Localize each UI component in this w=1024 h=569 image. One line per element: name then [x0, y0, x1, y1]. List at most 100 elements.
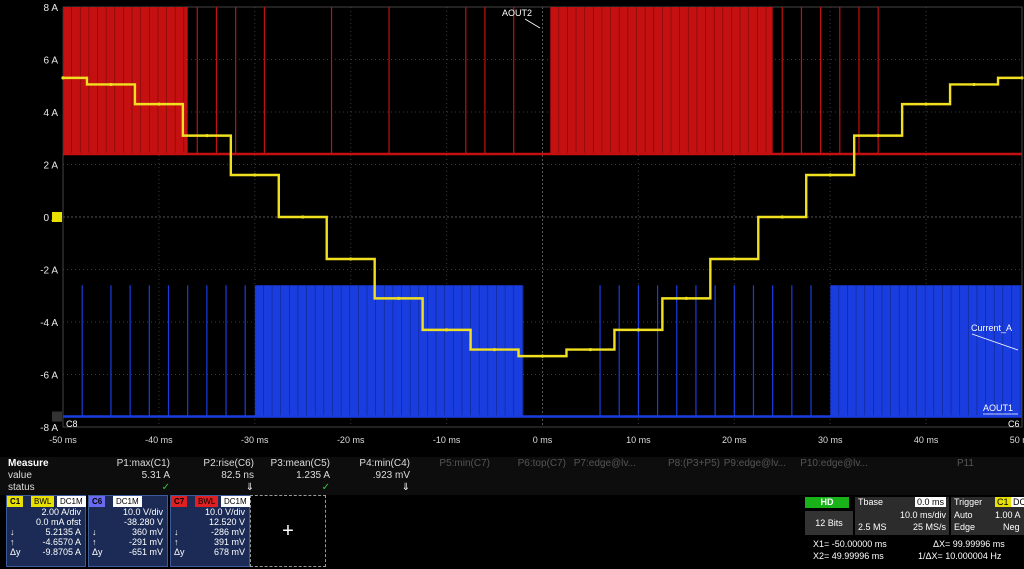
- x-tick-label: 40 ms: [914, 435, 939, 445]
- channel-readout: 10.0 V/div: [89, 507, 167, 517]
- series-aout2: [62, 7, 1022, 156]
- add-trace-button[interactable]: +: [250, 495, 326, 567]
- y-tick-label: -6 A: [40, 371, 58, 382]
- c8-label: C8: [66, 419, 78, 429]
- channel-tag: DC1M: [57, 496, 86, 507]
- channel-readout: Δy 678 mV: [171, 547, 249, 557]
- x-tick-label: -10 ms: [433, 435, 461, 445]
- param-name-p2[interactable]: P2:rise(C6): [203, 458, 254, 469]
- c6-label: C6: [1008, 419, 1020, 429]
- cursor-inverse-delta-x: 1/ΔX= 10.000004 Hz: [918, 551, 1002, 561]
- channel-header[interactable]: C7 BWL DC1M: [171, 496, 250, 507]
- current-a-point: [876, 134, 880, 138]
- param-status-p3: ✓: [321, 482, 330, 493]
- readout-value: 360 mV: [131, 527, 163, 537]
- current-a-point: [1020, 76, 1024, 80]
- pwm-burst: [550, 7, 773, 154]
- channel-tag: BWL: [195, 496, 219, 507]
- x-tick-label: 20 ms: [722, 435, 747, 445]
- current-a-point: [588, 347, 593, 352]
- x-tick-label: 0 ms: [533, 435, 553, 445]
- param-name-p3[interactable]: P3:mean(C5): [270, 458, 330, 469]
- current-a-point: [492, 347, 497, 352]
- timebase-trigger-panel[interactable]: HD 12 Bits Tbase 0.0 ms 10.0 ms/div 2.5 …: [805, 495, 1024, 569]
- channel-header[interactable]: C6 DC1M: [89, 496, 167, 507]
- value-row-label: value: [8, 470, 32, 481]
- readout-symbol: ↑: [92, 537, 97, 547]
- current-a-point: [205, 134, 209, 138]
- param-name-p8[interactable]: P8:(P3+P5): [668, 458, 720, 469]
- trigger-label: Trigger: [954, 497, 983, 507]
- param-name-p5[interactable]: P5:min(C7): [439, 458, 490, 469]
- readout-value: -286 mV: [210, 527, 245, 537]
- param-name-p10[interactable]: P10:edge@lv...: [800, 458, 868, 469]
- c1-offset-marker[interactable]: [52, 212, 62, 222]
- trigger-type: Edge: [954, 522, 976, 532]
- y-tick-label: 4 A: [44, 108, 59, 119]
- y-tick-label: -4 A: [40, 318, 58, 329]
- measure-table[interactable]: Measure P1:max(C1) P2:rise(C6) P3:mean(C5)…: [0, 457, 1024, 495]
- readout-value: -291 mV: [128, 537, 163, 547]
- current-a-point: [349, 257, 353, 261]
- hd-badge: HD: [805, 497, 849, 508]
- readout-value: 12.520 V: [208, 517, 245, 527]
- param-name-p4[interactable]: P4:min(C4): [359, 458, 410, 469]
- current-a-point: [253, 173, 257, 177]
- current-a-point: [924, 102, 928, 106]
- aout1-label: AOUT1: [983, 403, 1013, 413]
- bits-readout: 12 Bits: [805, 511, 853, 535]
- x-tick-label: 30 ms: [818, 435, 843, 445]
- param-name-p11[interactable]: P11: [956, 458, 974, 469]
- channel-tag: DC1M: [221, 496, 250, 507]
- x-tick-label: -30 ms: [241, 435, 269, 445]
- current-a-point: [540, 354, 545, 358]
- measure-header-row: Measure P1:max(C1) P2:rise(C6) P3:mean(C5)…: [0, 458, 1024, 469]
- param-status-p4: ⇓: [401, 482, 410, 493]
- channel-tag: BWL: [31, 496, 55, 507]
- readout-symbol: ↓: [174, 527, 179, 537]
- timebase-box[interactable]: Tbase 0.0 ms 10.0 ms/div 2.5 MS 25 MS/s: [855, 497, 949, 535]
- pwm-burst: [830, 285, 1022, 417]
- channel-readout: 10.0 V/div: [171, 507, 249, 517]
- channel-c1-descriptor[interactable]: C1 BWL DC1M 2.00 A/div 0.0 mA ofst ↓ 5.2135 A ↑…: [6, 495, 86, 567]
- current-a-point: [636, 328, 641, 332]
- param-name-p9[interactable]: P9:edge@lv...: [723, 458, 786, 469]
- readout-symbol: Δy: [92, 547, 103, 557]
- c8-offset-marker[interactable]: [52, 411, 62, 422]
- channel-readout: ↓ 360 mV: [89, 527, 167, 537]
- current-a-point: [397, 296, 401, 300]
- current-a-label: Current_A: [971, 323, 1012, 333]
- readout-value: 5.2135 A: [45, 527, 81, 537]
- y-tick-label: 0 A: [44, 213, 59, 224]
- param-name-p1[interactable]: P1:max(C1): [116, 458, 170, 469]
- y-tick-label: 2 A: [44, 161, 59, 172]
- param-status-p1: ✓: [161, 482, 170, 493]
- channel-c6-descriptor[interactable]: C6 DC1M 10.0 V/div -38.280 V ↓ 360 mV ↑ -291 mV…: [88, 495, 168, 567]
- trigger-box[interactable]: Trigger C1 DC Auto 1.00 A Edge Neg: [951, 497, 1024, 535]
- y-tick-label: 6 A: [44, 56, 59, 67]
- channel-readout: 2.00 A/div: [7, 507, 85, 517]
- readout-value: -4.6570 A: [42, 537, 81, 547]
- current-a-point: [972, 82, 976, 87]
- readout-symbol: ↑: [174, 537, 179, 547]
- y-tick-label: -8 A: [40, 423, 58, 434]
- param-name-p12[interactable]: P12: [970, 458, 1024, 469]
- channel-readout: 12.520 V: [171, 517, 249, 527]
- channel-id: C6: [89, 496, 106, 507]
- waveform-grid[interactable]: 8 A 6 A 4 A 2 A 0 A -2 A -4 A -6 A -8 A-50 ms -40…: [0, 0, 1024, 455]
- param-name-p7[interactable]: P7:edge@lv...: [573, 458, 636, 469]
- channel-readout: ↑ 391 mV: [171, 537, 249, 547]
- waveform-display[interactable]: 8 A 6 A 4 A 2 A 0 A -2 A -4 A -6 A -8 A -50 ms -40…: [0, 0, 1024, 455]
- y-tick-label: 8 A: [44, 3, 59, 14]
- param-value-p4: .923 mV: [372, 470, 410, 481]
- param-status-p2: ⇓: [245, 482, 254, 493]
- channel-readout: Δy -651 mV: [89, 547, 167, 557]
- x-tick-label: 10 ms: [626, 435, 651, 445]
- time-per-div: 10.0 ms/div: [899, 510, 946, 520]
- status-row-label: status: [8, 482, 35, 493]
- readout-value: -9.8705 A: [42, 547, 81, 557]
- channel-c7-descriptor[interactable]: C7 BWL DC1M 10.0 V/div 12.520 V ↓ -286 mV ↑ 391 …: [170, 495, 250, 567]
- channel-header[interactable]: C1 BWL DC1M: [7, 496, 86, 507]
- channel-readout: ↓ 5.2135 A: [7, 527, 85, 537]
- param-name-p6[interactable]: P6:top(C7): [517, 458, 566, 469]
